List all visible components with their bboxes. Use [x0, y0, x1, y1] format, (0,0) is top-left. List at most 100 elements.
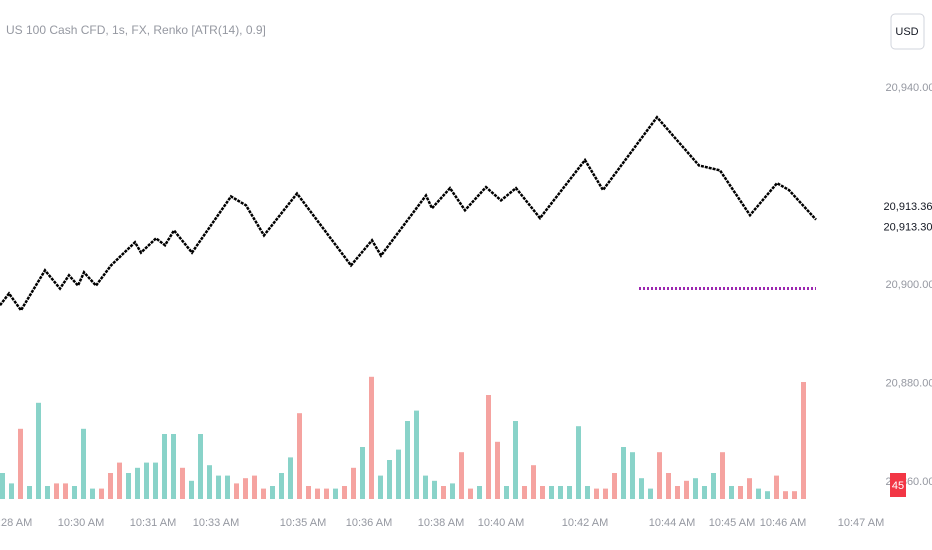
volume-bar — [189, 480, 194, 499]
volume-bar — [603, 488, 608, 499]
volume-bar — [378, 475, 383, 499]
volume-bar — [162, 434, 167, 499]
volume-bar — [306, 486, 311, 499]
x-tick-label: 10:33 AM — [193, 517, 239, 529]
volume-bar — [360, 447, 365, 499]
currency-button[interactable]: USD — [895, 26, 918, 38]
volume-bar — [54, 483, 59, 499]
volume-bar — [720, 452, 725, 499]
volume-bar — [522, 486, 527, 499]
x-tick-label: 10:46 AM — [760, 517, 806, 529]
x-tick-label: 10:35 AM — [280, 517, 326, 529]
volume-bar — [693, 478, 698, 499]
volume-bar — [675, 486, 680, 499]
volume-bar — [252, 475, 257, 499]
volume-bar — [567, 486, 572, 499]
volume-bar — [630, 452, 635, 499]
volume-bar — [774, 475, 779, 499]
volume-bar — [18, 428, 23, 499]
price-label: 20,913.36 — [884, 201, 932, 213]
volume-bar — [702, 486, 707, 499]
volume-bar — [279, 473, 284, 499]
volume-bar — [621, 447, 626, 499]
renko-line — [0, 115, 817, 313]
volume-bar — [207, 465, 212, 499]
y-tick-label: 20,940.00 — [886, 82, 932, 94]
volume-bar — [495, 441, 500, 499]
volume-bar — [126, 473, 131, 499]
price-label-box — [884, 198, 932, 217]
volume-bar — [657, 452, 662, 499]
volume-bar — [81, 428, 86, 499]
x-tick-label: 10:30 AM — [58, 517, 104, 529]
volume-bar — [63, 483, 68, 499]
volume-bar — [486, 395, 491, 499]
y-tick-label: 20,900.00 — [886, 279, 932, 291]
volume-bar — [315, 488, 320, 499]
volume-label: 45 — [892, 480, 904, 492]
x-tick-label: 10:36 AM — [346, 517, 392, 529]
volume-bar — [270, 486, 275, 499]
volume-bar — [198, 434, 203, 499]
volume-bar — [396, 449, 401, 499]
volume-bar — [711, 473, 716, 499]
currency-button-box[interactable] — [890, 13, 925, 50]
volume-bar — [639, 478, 644, 499]
volume-bar — [432, 480, 437, 499]
volume-bar — [288, 457, 293, 499]
volume-bar — [117, 462, 122, 499]
volume-bar — [450, 483, 455, 499]
volume-bar — [36, 402, 41, 499]
volume-bar — [540, 486, 545, 499]
volume-bar — [423, 475, 428, 499]
volume-bar — [441, 486, 446, 499]
price-label-box — [884, 218, 932, 237]
volume-bar — [27, 486, 32, 499]
volume-bar — [504, 486, 509, 499]
volume-bar — [144, 462, 149, 499]
volume-bar — [153, 462, 158, 499]
volume-bar — [261, 488, 266, 499]
chart-title: US 100 Cash CFD, 1s, FX, Renko [ATR(14),… — [6, 23, 266, 37]
volume-bar — [738, 486, 743, 499]
x-tick-label: 10:31 AM — [130, 517, 176, 529]
volume-bar — [747, 478, 752, 499]
volume-bar — [324, 488, 329, 499]
volume-bar — [765, 491, 770, 499]
volume-label-box — [890, 473, 906, 497]
volume-bar — [243, 478, 248, 499]
x-tick-label: 10:38 AM — [418, 517, 464, 529]
volume-bar — [135, 467, 140, 499]
x-tick-label: 10:44 AM — [649, 517, 695, 529]
volume-bar — [333, 488, 338, 499]
volume-bar — [477, 486, 482, 499]
volume-bar — [225, 475, 230, 499]
x-tick-label: 10:28 AM — [0, 517, 32, 529]
x-tick-label: 10:42 AM — [562, 517, 608, 529]
price-label: 20,913.30 — [884, 222, 932, 234]
volume-bar — [531, 465, 536, 499]
volume-bar — [405, 421, 410, 499]
volume-bar — [801, 382, 806, 499]
volume-bar — [558, 486, 563, 499]
volume-bar — [72, 486, 77, 499]
volume-bar — [99, 488, 104, 499]
volume-bar — [9, 483, 14, 499]
volume-bar — [0, 473, 5, 499]
volume-bar — [171, 434, 176, 499]
volume-bar — [180, 467, 185, 499]
volume-bar — [648, 488, 653, 499]
volume-bar — [666, 473, 671, 499]
volume-bar — [783, 491, 788, 499]
volume-bar — [351, 467, 356, 499]
x-tick-label: 10:40 AM — [478, 517, 524, 529]
x-tick-label: 10:47 AM — [838, 517, 884, 529]
volume-bar — [792, 491, 797, 499]
volume-bar — [459, 452, 464, 499]
y-tick-label: 20,880.00 — [886, 378, 932, 390]
volume-bar — [216, 475, 221, 499]
volume-bar — [576, 426, 581, 499]
volume-bar — [414, 410, 419, 499]
